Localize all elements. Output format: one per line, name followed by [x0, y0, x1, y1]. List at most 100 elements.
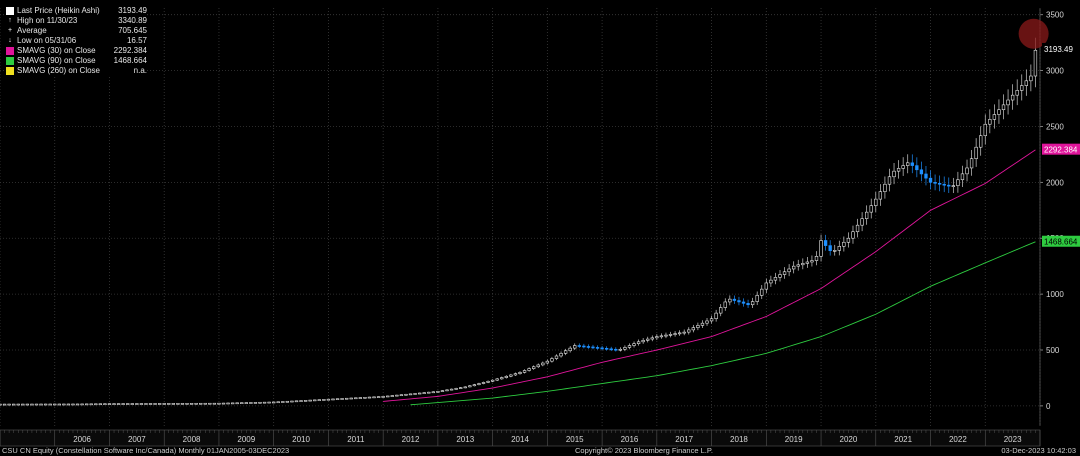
y-tick-label: 3000	[1046, 67, 1064, 76]
candle-body	[915, 165, 919, 171]
candle-body	[235, 402, 239, 405]
candle-body	[828, 245, 832, 252]
candle-body	[677, 332, 682, 335]
candle-body	[937, 182, 942, 185]
candle-body	[851, 231, 855, 239]
candle-body	[267, 401, 271, 404]
candle-body	[896, 168, 901, 172]
legend-label: SMAVG (90) on Close	[17, 56, 96, 65]
candle-body	[399, 394, 404, 397]
legend-item-last-price: Last Price (Heikin Ashi) 3193.49	[6, 6, 147, 16]
candle-body	[696, 325, 700, 328]
candle-body	[490, 379, 495, 382]
candle-body	[764, 282, 768, 290]
candle-body	[956, 179, 960, 186]
legend-value: 16.57	[126, 36, 147, 45]
candle-body	[240, 402, 244, 404]
candle-body	[810, 260, 814, 263]
sma30-tag: 2292.384	[1044, 146, 1078, 155]
candle-body	[57, 403, 61, 406]
candle-body	[468, 385, 472, 388]
candle-body	[1015, 90, 1019, 96]
candle-body	[769, 279, 773, 284]
candle-body	[1020, 85, 1024, 91]
candle-body	[623, 347, 627, 350]
candle-body	[162, 403, 166, 405]
legend-label: SMAVG (30) on Close	[17, 46, 96, 55]
candle-body	[148, 403, 153, 405]
candle-body	[221, 402, 226, 405]
candle-body	[997, 109, 1001, 115]
y-tick-label: 2000	[1046, 178, 1064, 187]
candle-body	[94, 403, 98, 406]
candle-body	[778, 274, 782, 278]
candle-body	[431, 391, 436, 394]
candle-body	[906, 162, 910, 166]
legend-item-average: + Average 705.645	[6, 26, 147, 36]
candle-body	[687, 329, 691, 333]
candle-body	[773, 277, 778, 281]
candle-body	[126, 403, 130, 405]
candle-body	[604, 348, 609, 350]
candle-body	[737, 300, 741, 303]
candle-body	[554, 355, 559, 359]
candle-body	[842, 241, 846, 247]
candle-body	[157, 403, 162, 405]
candle-body	[294, 400, 299, 403]
candle-body	[262, 401, 267, 404]
candle-body	[285, 400, 290, 403]
candle-body	[354, 397, 358, 400]
legend-label: Low on 05/31/06	[17, 36, 77, 45]
candle-body	[650, 337, 654, 340]
candle-body	[112, 403, 116, 405]
candle-body	[979, 135, 983, 148]
candle-body	[244, 402, 248, 404]
legend-value: n.a.	[133, 66, 147, 75]
candle-body	[568, 347, 572, 352]
footer-copyright: Copyright© 2023 Bloomberg Finance L.P.	[575, 446, 713, 455]
candle-body	[1006, 99, 1010, 106]
candle-body	[422, 392, 426, 394]
legend-item-sma260: SMAVG (260) on Close n.a.	[6, 66, 147, 76]
x-tick-label: 2006	[73, 435, 91, 444]
candle-body	[80, 403, 84, 406]
candle-body	[326, 398, 331, 401]
candle-body	[960, 173, 965, 181]
candle-body	[860, 218, 864, 226]
x-tick-label: 2018	[730, 435, 748, 444]
candle-body	[317, 399, 321, 401]
candle-body	[901, 165, 905, 169]
candle-body	[864, 211, 869, 219]
arrow-down-icon: ↓	[8, 37, 12, 44]
candle-body	[481, 382, 486, 384]
candle-body	[358, 397, 363, 399]
candle-body	[541, 362, 545, 366]
highlight-circle	[1018, 18, 1049, 49]
candle-body	[550, 358, 554, 362]
candle-body	[636, 341, 641, 344]
candle-body	[189, 403, 194, 405]
candle-body	[2, 403, 7, 406]
candle-body	[281, 401, 285, 403]
candle-body	[395, 394, 399, 397]
candle-body	[668, 334, 673, 336]
chart-footer: CSU CN Equity (Constellation Software In…	[0, 446, 1080, 456]
x-tick-label: 2013	[456, 435, 474, 444]
candle-body	[536, 364, 540, 368]
candle-body	[732, 298, 737, 301]
candle-body	[381, 396, 385, 398]
candle-body	[947, 184, 951, 187]
dash-icon: +	[7, 27, 13, 34]
candle-body	[303, 400, 308, 402]
candle-body	[655, 336, 659, 339]
legend-label: SMAVG (260) on Close	[17, 66, 100, 75]
candle-body	[513, 373, 518, 376]
candle-body	[477, 383, 481, 385]
candle-body	[714, 312, 718, 320]
candle-body	[253, 402, 258, 404]
legend-item-high: ↑ High on 11/30/23 3340.89	[6, 16, 147, 26]
sma90-line	[410, 241, 1036, 406]
candle-body	[495, 378, 499, 381]
candle-body	[167, 403, 171, 405]
